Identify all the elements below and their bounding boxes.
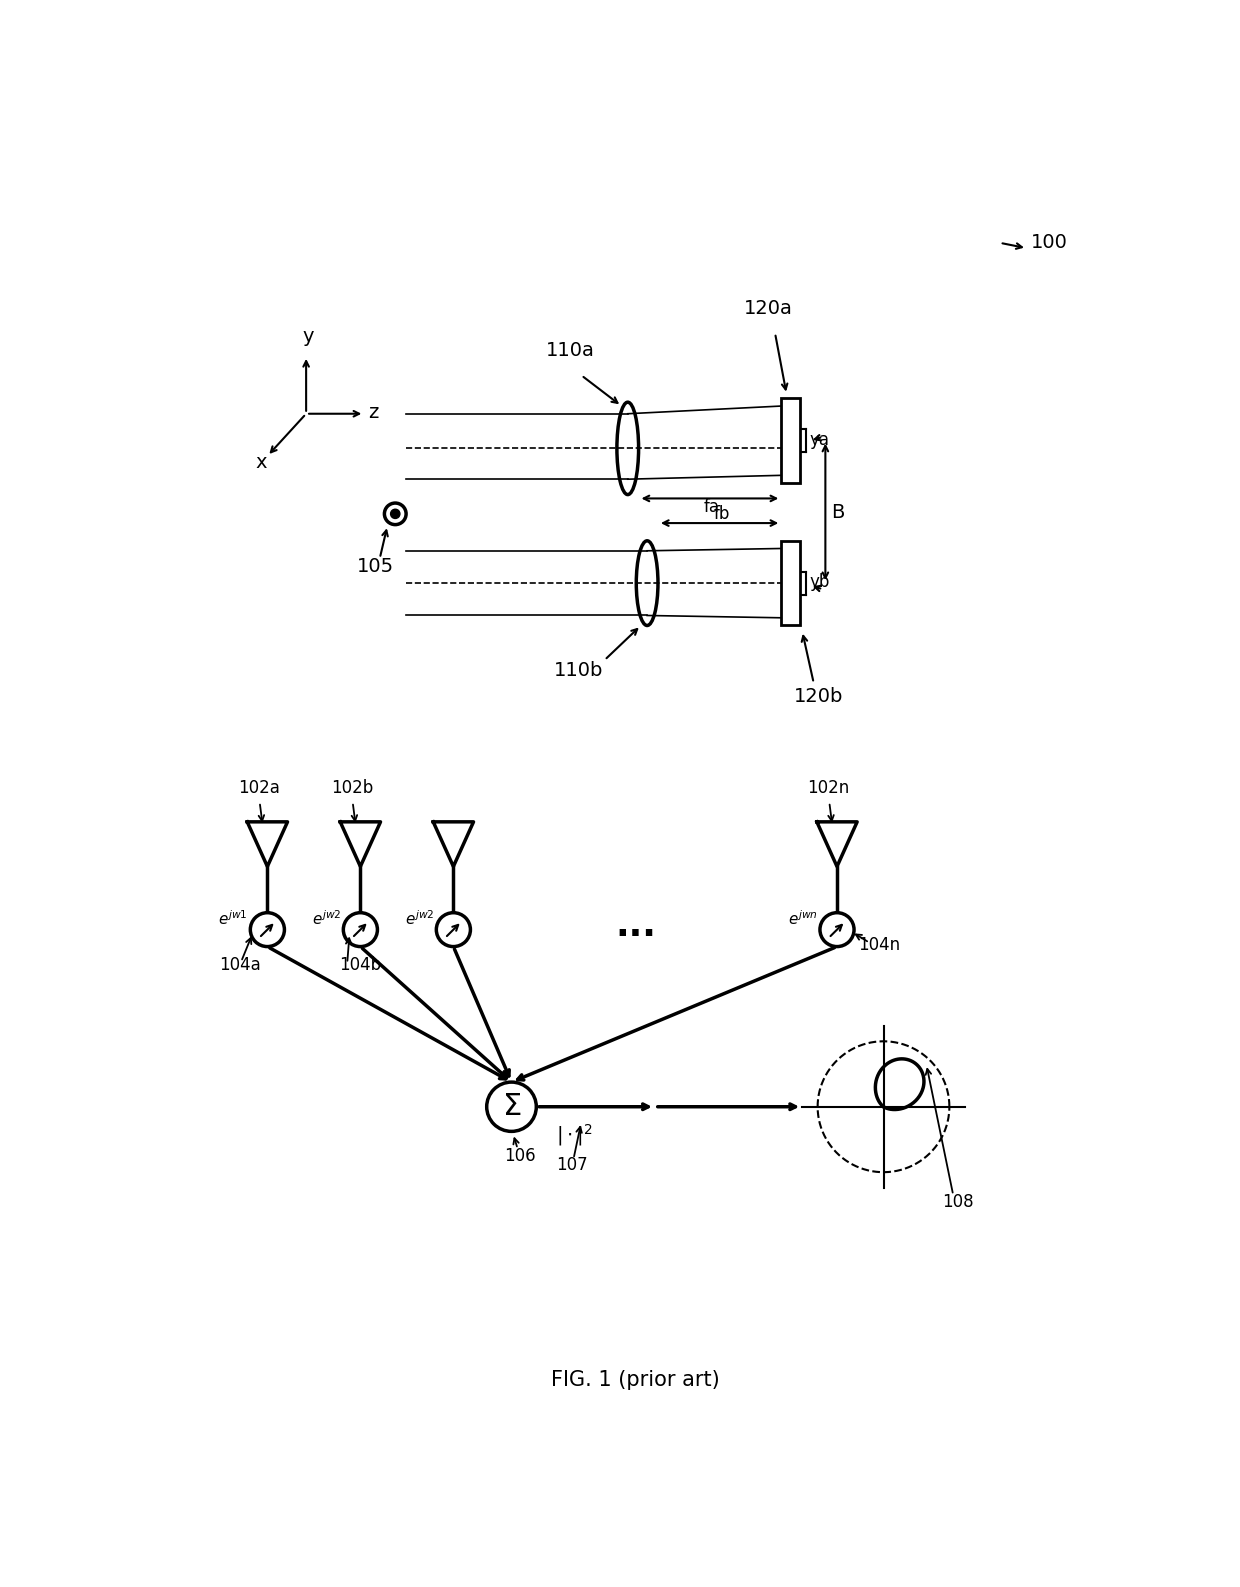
- Circle shape: [821, 914, 853, 946]
- Circle shape: [487, 1082, 536, 1130]
- Text: fa: fa: [704, 498, 719, 516]
- Text: B: B: [832, 503, 844, 522]
- Circle shape: [343, 914, 377, 946]
- Text: 102a: 102a: [238, 779, 280, 797]
- Text: 120a: 120a: [744, 298, 792, 317]
- Bar: [781, 541, 800, 625]
- Text: 102n: 102n: [807, 779, 849, 797]
- Text: x: x: [255, 452, 268, 471]
- Text: 110b: 110b: [554, 660, 604, 679]
- Text: y: y: [303, 327, 314, 346]
- Text: $e^{jw2}$: $e^{jw2}$: [311, 909, 341, 927]
- Text: 110a: 110a: [547, 341, 595, 360]
- Text: $|\cdot|^2$: $|\cdot|^2$: [556, 1122, 591, 1147]
- Text: 100: 100: [1030, 233, 1068, 252]
- Text: 104b: 104b: [340, 955, 382, 974]
- Text: $e^{jw1}$: $e^{jw1}$: [218, 909, 248, 927]
- Circle shape: [391, 509, 399, 519]
- Bar: [781, 398, 800, 482]
- Text: FIG. 1 (prior art): FIG. 1 (prior art): [551, 1370, 720, 1390]
- Text: ya: ya: [808, 430, 830, 449]
- Text: 104n: 104n: [858, 936, 900, 954]
- Text: 108: 108: [941, 1193, 973, 1211]
- Text: ...: ...: [615, 909, 656, 943]
- Text: 106: 106: [503, 1147, 536, 1165]
- Text: 120b: 120b: [795, 687, 843, 706]
- Text: $e^{jw2}$: $e^{jw2}$: [404, 909, 434, 927]
- Text: $e^{jwn}$: $e^{jwn}$: [787, 909, 817, 927]
- Text: z: z: [368, 403, 378, 422]
- Text: 107: 107: [556, 1155, 588, 1174]
- Text: $\Sigma$: $\Sigma$: [502, 1092, 521, 1122]
- Text: 102b: 102b: [331, 779, 373, 797]
- Text: 104a: 104a: [219, 955, 262, 974]
- Text: 105: 105: [357, 557, 393, 576]
- Text: fb: fb: [713, 505, 730, 524]
- Text: yb: yb: [808, 573, 830, 590]
- Circle shape: [250, 914, 284, 946]
- Circle shape: [436, 914, 470, 946]
